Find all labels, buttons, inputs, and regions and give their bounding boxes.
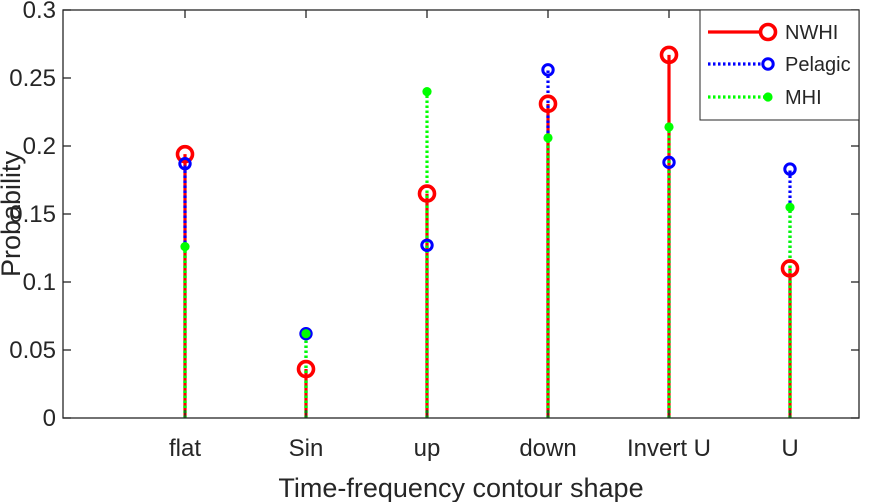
marker-nwhi bbox=[780, 259, 800, 278]
x-tick-label: up bbox=[414, 435, 441, 462]
marker-nwhi bbox=[296, 359, 316, 379]
marker-mhi bbox=[301, 329, 311, 339]
x-tick-label: Sin bbox=[289, 435, 324, 462]
y-tick-label: 0 bbox=[43, 405, 56, 432]
y-tick-label: 0.2 bbox=[23, 133, 56, 160]
legend: NWHI Pelagic MHI bbox=[699, 9, 860, 121]
y-tick-label: 0.15 bbox=[9, 201, 56, 228]
y-axis-ticks: 0 0.05 0.1 0.15 0.2 0.25 0.3 bbox=[9, 0, 859, 432]
marker-mhi bbox=[664, 122, 674, 132]
x-tick-label: U bbox=[781, 435, 798, 462]
y-tick-label: 0.05 bbox=[9, 337, 56, 364]
legend-label-nwhi: NWHI bbox=[785, 22, 838, 44]
legend-box bbox=[699, 9, 860, 121]
marker-pelagic bbox=[299, 326, 313, 341]
marker-pelagic bbox=[783, 162, 797, 176]
y-tick-label: 0.25 bbox=[9, 65, 56, 92]
marker-nwhi bbox=[417, 184, 437, 203]
y-tick-label: 0.1 bbox=[23, 269, 56, 296]
marker-mhi bbox=[785, 202, 795, 212]
marker-mhi bbox=[180, 242, 190, 252]
y-tick-label: 0.3 bbox=[23, 0, 56, 24]
marker-mhi bbox=[543, 133, 553, 143]
markers-layer bbox=[175, 45, 800, 379]
x-axis-ticks: flat Sin up down Invert U U bbox=[169, 10, 799, 462]
x-tick-label: Invert U bbox=[627, 435, 711, 462]
legend-label-pelagic: Pelagic bbox=[785, 54, 851, 76]
marker-nwhi bbox=[538, 94, 558, 114]
legend-label-mhi: MHI bbox=[785, 87, 822, 109]
y-axis-label: Probability bbox=[0, 150, 26, 277]
x-tick-label: flat bbox=[169, 435, 201, 462]
legend-marker-nwhi bbox=[758, 22, 778, 42]
marker-pelagic bbox=[541, 63, 555, 77]
marker-pelagic bbox=[178, 156, 192, 171]
marker-pelagic bbox=[420, 238, 434, 252]
x-axis-label: Time-frequency contour shape bbox=[278, 473, 643, 502]
marker-nwhi bbox=[659, 45, 679, 65]
x-tick-label: down bbox=[519, 435, 576, 462]
marker-mhi bbox=[422, 87, 432, 97]
legend-marker-pelagic bbox=[761, 57, 775, 71]
marker-pelagic bbox=[662, 155, 676, 170]
marker-nwhi bbox=[175, 144, 195, 164]
legend-marker-mhi bbox=[763, 92, 773, 102]
